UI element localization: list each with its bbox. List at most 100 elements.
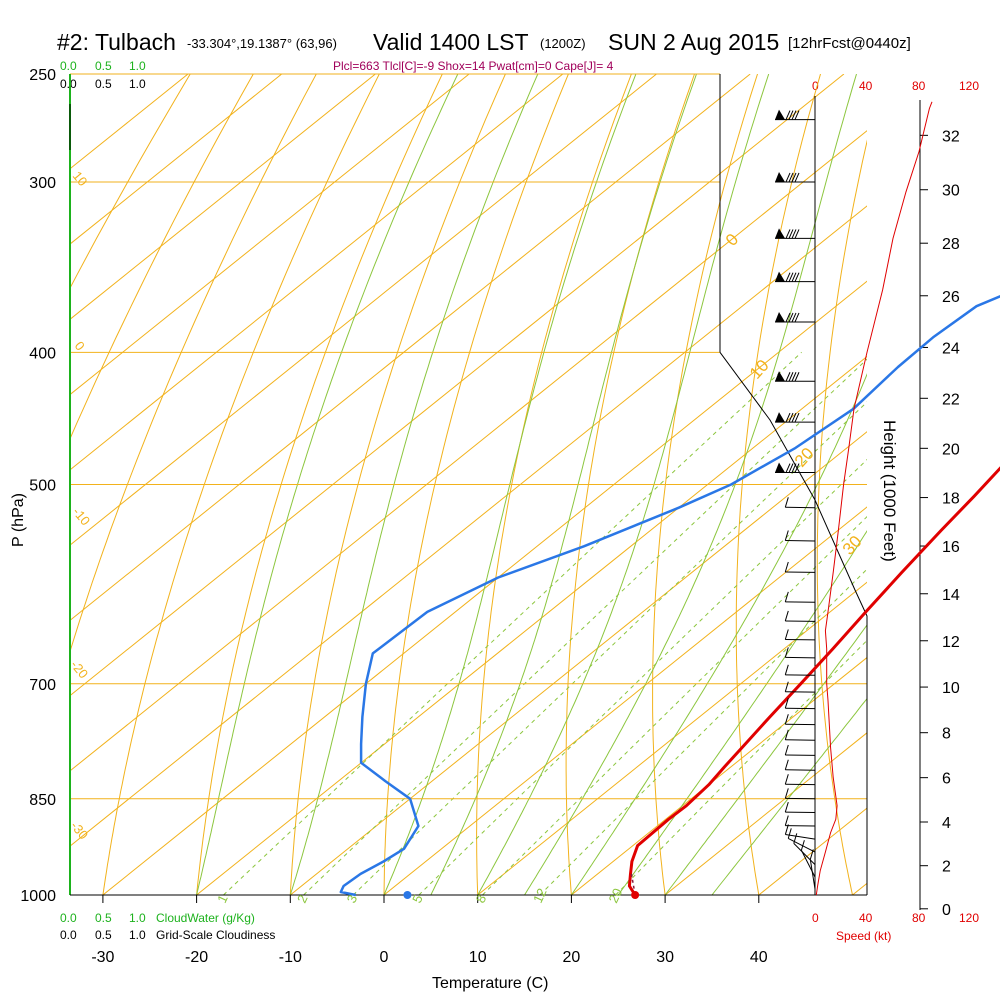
height-tick-label: 28 <box>942 236 960 253</box>
mixing-ratio-line <box>482 515 867 895</box>
cloudwater-top-0: 0.0 <box>60 59 77 73</box>
x-tick-label: 10 <box>469 949 487 966</box>
height-tick-label: 14 <box>942 587 960 604</box>
speed-top-3: 120 <box>959 79 979 93</box>
dry-adiabat <box>972 50 1000 924</box>
height-tick-label: 8 <box>942 726 951 743</box>
pressure-tick-label: 700 <box>29 677 56 694</box>
wind-barb-feather <box>794 110 800 120</box>
temperature-profile <box>627 466 1000 896</box>
wind-barb-feather <box>784 591 789 602</box>
speed-label: Speed (kt) <box>836 929 891 943</box>
wind-barb-pennant <box>775 371 785 382</box>
stability-indices: Plcl=663 Tlcl[C]=-9 Shox=14 Pwat[cm]=0 C… <box>333 59 614 73</box>
x-tick-label: 40 <box>750 949 768 966</box>
speed-top-0: 0 <box>812 79 819 93</box>
wind-barb-feather <box>785 463 791 473</box>
wind-barb <box>793 843 816 865</box>
isotherm <box>70 74 376 320</box>
theta-label: -30 <box>68 818 92 842</box>
wind-barb-feather <box>784 530 789 541</box>
surface-marker <box>631 891 640 899</box>
dry-adiabat <box>70 74 317 654</box>
wind-barb-feather <box>788 412 794 423</box>
height-tick-label: 16 <box>942 539 960 556</box>
wind-barb-feather <box>793 833 798 844</box>
isotherm <box>70 74 470 396</box>
wind-barb <box>800 850 816 878</box>
isotherm <box>852 882 867 895</box>
dry-adiabat <box>196 74 443 895</box>
theta-label: 0 <box>72 338 88 353</box>
cloudiness-top-1: 0.5 <box>95 77 112 91</box>
wind-barb-feather <box>794 463 800 473</box>
dry-adiabat <box>565 74 696 895</box>
profiles <box>339 101 1000 899</box>
isotherm <box>477 581 867 895</box>
wind-barb-feather <box>791 412 797 423</box>
wind-barb-feather <box>785 229 791 239</box>
height-tick-label: 10 <box>942 680 960 697</box>
chart-title: #2: Tulbach <box>57 29 176 55</box>
wind-barb-pennant <box>775 228 785 239</box>
speed-bottom-1: 40 <box>859 911 873 925</box>
pressure-tick-label: 500 <box>29 478 56 495</box>
chart-coords: -33.304°,19.1387° (63,96) <box>187 36 337 51</box>
wind-barb-feather <box>794 229 800 239</box>
wind-barb-feather <box>791 463 797 473</box>
cloudiness-top-0: 0.0 <box>60 77 77 91</box>
theta-label: 10 <box>70 168 91 189</box>
wind-barb-feather <box>785 372 791 382</box>
moist-adiabat <box>289 74 539 895</box>
dry-adiabat <box>816 139 867 895</box>
cloudwater-scale-top: 0.0 0.5 1.0 <box>60 59 146 73</box>
dry-adiabat <box>896 50 954 924</box>
dewpoint-profile <box>339 294 1000 897</box>
dry-adiabat <box>383 74 569 895</box>
dry-adiabat <box>102 74 380 895</box>
wind-barb-feather <box>784 681 789 692</box>
wind-barb-feather <box>794 372 800 382</box>
theta-label: -10 <box>70 504 94 528</box>
wind-barb-feather <box>785 312 791 323</box>
wind-barb <box>809 859 816 890</box>
moist-adiabat <box>570 373 867 895</box>
speed-bottom-0: 0 <box>812 911 819 925</box>
height-tick-label: 24 <box>942 340 960 357</box>
wind-barb-feather <box>784 610 789 622</box>
wind-barb-pennant <box>775 271 785 282</box>
cloudwater-top-1: 0.5 <box>95 59 112 73</box>
speed-top-1: 40 <box>859 79 873 93</box>
mixing-ratio-line <box>303 358 867 895</box>
wind-speed-profile <box>815 101 933 896</box>
isotherm <box>664 732 867 895</box>
speed-scale-top: 0 40 80 120 <box>812 79 979 93</box>
x-tick-label: 20 <box>563 949 581 966</box>
wind-barb-feather <box>784 744 789 756</box>
speed-bottom-3: 120 <box>959 911 979 925</box>
x-tick-label: -20 <box>185 949 208 966</box>
cloudiness-scale-bottom: 0.0 0.5 1.0 Grid-Scale Cloudiness <box>60 928 275 942</box>
x-tick-label: 30 <box>656 949 674 966</box>
dry-adiabat-label: 30 <box>839 532 866 559</box>
mixing-ratio-line <box>223 351 802 895</box>
cloudwater-bottom-1: 0.5 <box>95 911 112 925</box>
wind-barb-feather <box>784 788 789 799</box>
mixing-ratio-label: 8 <box>473 892 490 905</box>
thermo-background <box>70 50 1000 924</box>
x-tick-label: 0 <box>380 949 389 966</box>
wind-barb-pennant <box>775 311 785 322</box>
mixing-ratio-line <box>539 568 867 895</box>
moist-adiabat <box>664 624 867 895</box>
wind-barb-feather <box>791 312 797 323</box>
speed-bottom-2: 80 <box>912 911 926 925</box>
parcel-trace <box>630 873 635 890</box>
wind-barb-feather <box>784 561 789 573</box>
cloudwater-bottom-2: 1.0 <box>129 911 146 925</box>
cloudiness-bottom-2: 1.0 <box>129 928 146 942</box>
wind-barb-feather <box>784 824 789 835</box>
height-tick-label: 20 <box>942 441 960 458</box>
wind-barb-feather <box>784 759 789 770</box>
wind-barb-feather <box>788 312 794 323</box>
